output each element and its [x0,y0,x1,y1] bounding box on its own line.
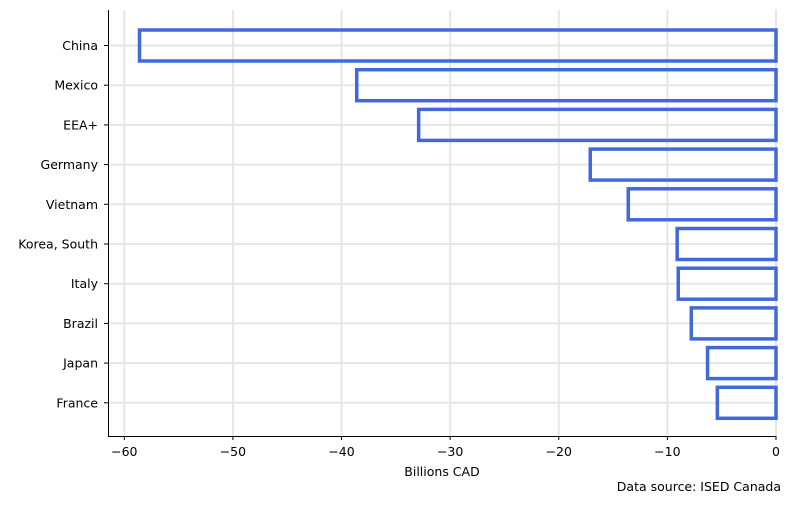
bar [137,28,778,63]
bar [705,345,778,381]
bar [689,306,778,341]
y-tick-label: Brazil [63,316,98,331]
x-tick-label: −20 [546,444,572,459]
bar [676,266,778,301]
grid-lines [108,10,777,436]
x-tick-label: −40 [328,444,354,459]
bar [715,385,778,421]
x-tick-label: 0 [772,444,780,459]
x-axis-label: Billions CAD [404,464,479,479]
y-tick-label: Mexico [54,78,98,93]
bars [137,28,778,421]
y-tick-label: Italy [71,276,99,291]
data-source-note: Data source: ISED Canada [616,479,781,494]
y-tick-label: France [56,395,98,410]
x-tick-label: −60 [111,444,137,459]
bar [354,67,778,103]
y-tick-label: EEA+ [63,117,98,132]
x-tick-label: −50 [220,444,246,459]
x-tick-label: −10 [654,444,680,459]
y-tick-label: Korea, South [18,237,98,252]
bar [588,147,778,182]
bar [675,226,778,262]
y-tick-label: China [62,38,98,53]
x-ticks: −60 −50 −40 −30 −20 −10 0 [111,436,780,459]
y-tick-label: Japan [62,356,98,371]
y-tick-label: Vietnam [46,197,98,212]
y-tick-label: Germany [41,157,99,172]
bar [626,187,778,222]
x-tick-label: −30 [437,444,463,459]
bar [416,107,778,143]
axes [108,10,776,437]
y-ticks: China Mexico EEA+ Germany Vietnam Korea, Sout… [18,38,108,410]
